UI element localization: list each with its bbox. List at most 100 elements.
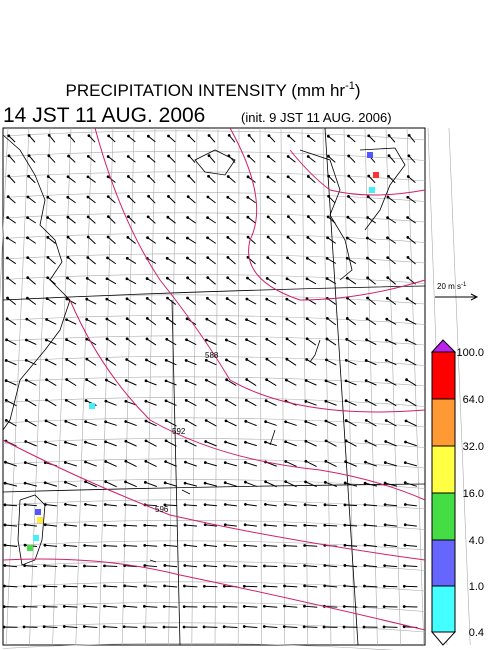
wind-arrow-head (326, 215, 330, 219)
wind-arrow (245, 481, 257, 488)
wind-arrow (105, 461, 117, 467)
coastline (149, 559, 157, 563)
wind-arrow-head (224, 419, 228, 423)
wind-arrow (86, 358, 97, 366)
wind-arrow-head (46, 195, 50, 199)
wind-arrow-head (384, 419, 388, 422)
wind-arrow-head (327, 154, 330, 158)
wind-arrow-head (104, 378, 108, 382)
wind-arrow-head (86, 195, 90, 199)
wind-arrow (144, 544, 158, 547)
wind-arrow (64, 544, 78, 547)
wind-arrow-head (383, 564, 387, 568)
wind-arrow (64, 565, 78, 567)
colorbar-label: 0.4 (469, 627, 484, 639)
wind-arrow (207, 196, 216, 204)
grid-line (214, 127, 219, 646)
wind-arrow-head (87, 134, 91, 138)
wind-arrow (46, 319, 57, 325)
contour-label: 596 (155, 505, 169, 514)
wind-arrow-head (304, 439, 308, 443)
wind-arrow (67, 216, 76, 224)
wind-arrow (8, 155, 16, 163)
wind-arrow (285, 421, 297, 426)
grid-line (2, 540, 426, 551)
coastline (181, 489, 191, 495)
wind-arrow-head (384, 440, 388, 443)
wind-arrow (246, 339, 257, 346)
wind-arrow-head (324, 459, 328, 463)
wind-arrow-head (145, 317, 149, 320)
wind-arrow (267, 236, 276, 245)
wind-arrow (265, 481, 277, 488)
wind-arrow (227, 196, 236, 204)
wind-arrow (27, 217, 36, 224)
wind-arrow (386, 399, 397, 407)
wind-arrow-head (244, 419, 248, 423)
wind-arrow (65, 481, 77, 488)
wind-arrow-head (363, 481, 367, 485)
wind-arrow-head (45, 318, 49, 321)
wind-arrow (85, 421, 97, 426)
wind-arrow-head (27, 154, 31, 158)
wind-arrow (184, 564, 198, 568)
wind-arrow (106, 358, 117, 366)
wind-arrow (186, 399, 197, 407)
wind-arrow-head (124, 379, 128, 382)
wind-arrow-head (265, 378, 269, 382)
wind-arrow (287, 236, 296, 245)
wind-arrow-head (45, 398, 48, 402)
wind-arrow (287, 196, 296, 204)
wind-arrow (388, 155, 396, 163)
wind-arrow-head (247, 154, 250, 158)
wind-arrow-head (162, 625, 166, 629)
wind-arrow-head (83, 544, 87, 547)
wind-arrow (306, 278, 317, 285)
wind-arrow-head (144, 379, 148, 383)
wind-arrow-head (363, 564, 367, 567)
precip-cell (369, 187, 375, 193)
wind-arrow-head (186, 195, 190, 199)
wind-arrow-head (163, 584, 166, 588)
wind-arrow-head (262, 604, 266, 608)
wind-arrow (27, 196, 36, 204)
wind-arrow-head (24, 419, 28, 422)
wind-arrow (46, 379, 57, 386)
wind-arrow-head (365, 338, 368, 342)
wind-arrow (367, 257, 377, 265)
wind-arrow-head (347, 134, 350, 138)
wind-arrow-head (184, 359, 188, 362)
wind-arrow-head (243, 564, 246, 568)
wind-arrow-head (325, 256, 329, 260)
wind-arrow-head (187, 174, 191, 178)
wind-arrow-head (383, 461, 387, 464)
wind-arrow-head (366, 256, 369, 260)
wind-arrow (104, 585, 118, 588)
wind-arrow (7, 217, 16, 224)
precip-cell (27, 545, 33, 551)
wind-arrow-head (286, 235, 290, 239)
wind-arrow (148, 155, 156, 163)
wind-arrow-head (82, 604, 86, 608)
wind-arrow (127, 236, 136, 244)
wind-arrow (25, 524, 37, 527)
wind-arrow-head (226, 255, 230, 259)
wind-arrow-head (304, 480, 307, 484)
wind-arrow (308, 216, 316, 224)
wind-arrow (246, 379, 257, 387)
wind-arrow-head (367, 134, 371, 138)
wind-arrow-head (265, 337, 269, 341)
wind-arrow-head (383, 481, 387, 485)
wind-arrow (326, 297, 337, 305)
wind-arrow-head (306, 235, 310, 239)
wind-arrow-head (307, 134, 310, 138)
wind-arrow-head (105, 317, 109, 321)
wind-arrow (86, 338, 97, 346)
wind-arrow-head (85, 378, 89, 382)
wind-arrow (106, 298, 117, 305)
wind-arrow (65, 441, 77, 447)
grid-line (322, 127, 332, 646)
grid-line (2, 602, 426, 612)
wind-arrow-head (123, 604, 126, 608)
map-frame (2, 127, 426, 646)
